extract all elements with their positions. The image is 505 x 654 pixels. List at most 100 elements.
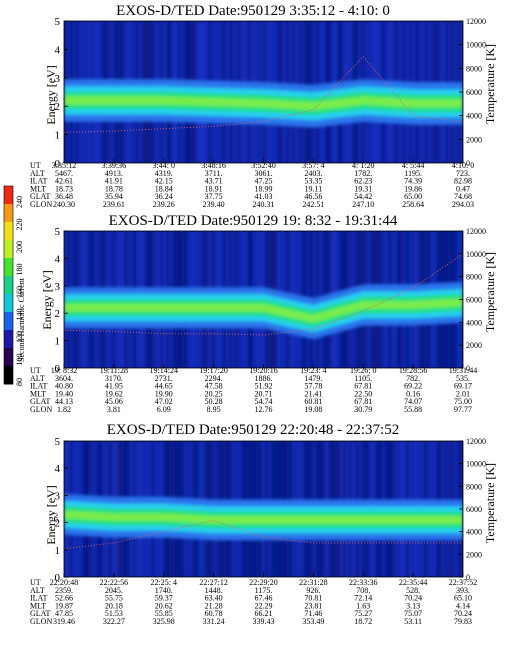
ephemeris-cell: 23.81	[304, 601, 322, 610]
energy-band-level	[64, 298, 463, 323]
ephemeris-cell: 0.16	[406, 389, 420, 398]
panel-2-spectrogram	[64, 231, 463, 368]
panel-2: EXOS-D/TED Date:950129 19: 8:32 - 19:31:…	[30, 213, 497, 414]
y2-tick-label: 0	[466, 159, 470, 168]
ephemeris-cell: 20.71	[255, 389, 273, 398]
ephemeris-cell: 6.09	[157, 405, 171, 414]
ephemeris-cell: 3604.	[55, 374, 73, 383]
ephemeris-cell: 53.11	[404, 617, 422, 626]
ephemeris-cell: 36.24	[155, 192, 173, 201]
ephemeris-cell: 19.08	[304, 405, 322, 414]
ephemeris-cell: 67.46	[255, 594, 273, 603]
ephemeris-row-label: GLON	[30, 617, 52, 626]
panel-3-ylabel: Energy [eV]	[44, 485, 58, 544]
ephemeris-cell: 41.03	[255, 192, 273, 201]
colorbar-swatch	[4, 276, 13, 295]
ephemeris-cell: 239.40	[203, 200, 225, 209]
ephemeris-cell: 19.11	[305, 184, 323, 193]
ephemeris-cell: 3.81	[107, 405, 121, 414]
y-tick-label: 3	[55, 73, 61, 85]
energy-band-level	[64, 510, 463, 524]
ephemeris-cell: 35.94	[105, 192, 123, 201]
colorbar-swatch	[4, 186, 13, 205]
ephemeris-cell: 22:22:56	[100, 578, 128, 587]
ephemeris-cell: 69.17	[454, 382, 472, 391]
ephemeris-cell: 20.18	[105, 601, 123, 610]
ephemeris-cell: 47.58	[205, 382, 223, 391]
ephemeris-cell: 18.78	[105, 184, 123, 193]
colorbar-tick-label: 160	[15, 286, 24, 298]
panel-3-title: EXOS-D/TED Date:950129 22:20:48 - 22:37:…	[107, 422, 399, 438]
colorbar-swatch	[4, 366, 13, 385]
ephemeris-cell: 22:31:28	[299, 578, 327, 587]
ephemeris-row-label: UT	[30, 161, 41, 170]
ephemeris-cell: 1.63	[356, 601, 370, 610]
ephemeris-cell: 3:57: 4	[302, 161, 324, 170]
ephemeris-cell: 1886.	[255, 374, 273, 383]
colorbar: Second Harmonic Current 80 100 120 140 160 18…	[3, 185, 26, 386]
ephemeris-row-label: GLON	[30, 200, 52, 209]
y-tick-label: 0	[55, 158, 61, 170]
ephemeris-cell: 52.66	[55, 594, 73, 603]
panel-3-spectrogram	[64, 441, 463, 577]
ephemeris-cell: 65.10	[454, 594, 472, 603]
ephemeris-cell: 79.83	[454, 617, 472, 626]
ephemeris-cell: 19.40	[55, 389, 73, 398]
ephemeris-cell: 4913.	[105, 169, 123, 178]
ephemeris-cell: 47.02	[155, 397, 173, 406]
ephemeris-row-label: ALT	[30, 169, 45, 178]
ephemeris-cell: 19:23: 4	[300, 366, 326, 375]
ephemeris-cell: 2403.	[304, 169, 322, 178]
colorbar-swatch	[4, 348, 13, 367]
y2-tick-label: 8000	[466, 482, 482, 491]
panel-1-axes: 0 1 2 3 4 5 0 2000 4000 6000 8000 10000 12000	[55, 16, 487, 170]
colorbar-tick-label: 200	[15, 241, 24, 253]
ephemeris-cell: 2294.	[205, 374, 223, 383]
ephemeris-cell: 70.24	[454, 609, 472, 618]
ephemeris-cell: 2359.	[55, 586, 73, 595]
ephemeris-cell: 22.50	[354, 389, 372, 398]
ephemeris-row-label: UT	[30, 366, 41, 375]
ephemeris-cell: 55.75	[105, 594, 123, 603]
ephemeris-cell: 51.92	[255, 382, 273, 391]
ephemeris-cell: 18.72	[354, 617, 372, 626]
ephemeris-cell: 239.61	[103, 200, 125, 209]
y-tick-label: 4	[55, 463, 61, 475]
ephemeris-cell: 19:17:20	[199, 366, 227, 375]
colorbar-swatch	[4, 240, 13, 259]
spectrogram-body	[64, 231, 463, 368]
colorbar-swatch	[4, 204, 13, 223]
ephemeris-cell: 20.25	[205, 389, 223, 398]
ephemeris-cell: 41.95	[105, 382, 123, 391]
ephemeris-cell: 19.31	[354, 184, 372, 193]
ephemeris-cell: 1105.	[354, 374, 372, 383]
colorbar-tick-label: 180	[15, 264, 24, 276]
ephemeris-cell: 19:14:24	[150, 366, 178, 375]
ephemeris-cell: 19:28:56	[399, 366, 427, 375]
colorbar-tick-label: 80	[15, 378, 24, 386]
ephemeris-cell: 19:31:44	[449, 366, 477, 375]
ephemeris-cell: 258.64	[402, 200, 424, 209]
ephemeris-cell: 72.14	[354, 594, 372, 603]
ephemeris-cell: 21.28	[205, 601, 223, 610]
y2-tick-label: 0	[466, 364, 470, 373]
y-tick-label: 2	[55, 308, 61, 320]
ephemeris-cell: 18.73	[55, 184, 73, 193]
ephemeris-row-label: GLON	[30, 405, 52, 414]
ephemeris-row-label: ILAT	[30, 594, 47, 603]
y2-tick-label: 10000	[466, 41, 486, 50]
ephemeris-cell: 60.81	[304, 397, 322, 406]
y-tick-label: 5	[55, 436, 61, 448]
ephemeris-cell: 74.39	[404, 177, 422, 186]
panel-3-y2label: Temperature [K]	[483, 463, 497, 543]
ephemeris-cell: 57.78	[304, 382, 322, 391]
y2-tick-label: 6000	[466, 296, 482, 305]
colorbar-swatch	[4, 330, 13, 349]
ephemeris-cell: 47.25	[255, 177, 273, 186]
energy-band-level	[64, 96, 463, 111]
ephemeris-cell: 3170.	[105, 374, 123, 383]
ephemeris-cell: 19: 8:32	[51, 366, 77, 375]
ephemeris-cell: 71.46	[304, 609, 322, 618]
y2-tick-label: 8000	[466, 273, 482, 282]
y-tick-label: 2	[55, 101, 61, 113]
